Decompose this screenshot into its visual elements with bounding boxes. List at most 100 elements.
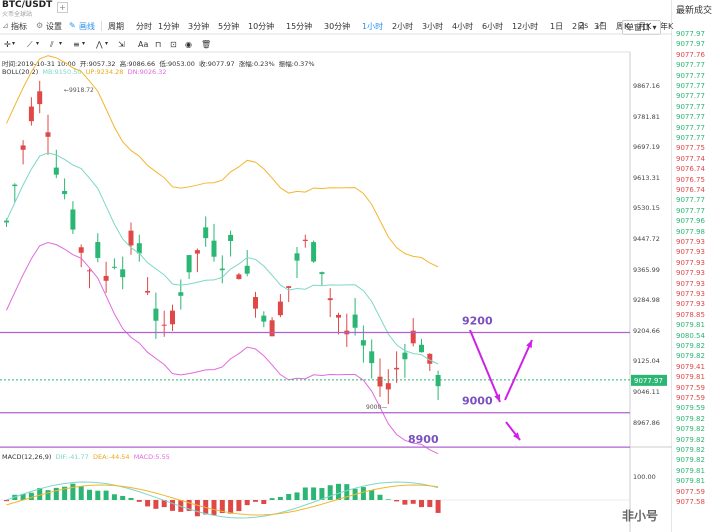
fullscreen-icon[interactable]: ⤢	[596, 21, 604, 31]
current-price-tag	[631, 374, 667, 386]
candle-body	[360, 340, 366, 346]
draw-tools: ✛ ▾ ⟋ ▾ ⫽ ▾ ≡ ▾ ⋀ ▾ ⇲ Aa ⊓ ⊡ ◉ 🗑	[0, 38, 620, 52]
chevron-down-icon[interactable]: ▾	[82, 40, 86, 47]
period-3日[interactable]: 3日	[594, 22, 608, 31]
candle-body	[70, 209, 76, 230]
macd-bar	[170, 500, 175, 511]
candle-body	[286, 286, 292, 288]
period-3分钟[interactable]: 3分钟	[188, 22, 210, 31]
macd-bar	[236, 500, 242, 512]
line-tool-icon[interactable]: ⟋	[27, 40, 33, 49]
candle-body	[186, 255, 192, 273]
exchange-label: 火币全球站	[2, 11, 33, 18]
channel-tool-icon[interactable]: ⫽	[50, 40, 54, 49]
trade-price: 9077.77	[676, 92, 705, 101]
candle-body	[236, 274, 242, 280]
candle-body	[302, 239, 308, 241]
candle-body	[261, 315, 267, 322]
period-5分钟[interactable]: 5分钟	[218, 22, 240, 31]
toolbar: ⊿ 指标 ⚙ 设置 ✎ 画线 周期 分时 1分钟 3分钟 5分钟 10分钟 15分钟 30分…	[0, 18, 674, 34]
period-6小时[interactable]: 6小时	[482, 22, 504, 31]
info-time: 时间:2019-10-31 10:00	[2, 60, 76, 68]
boll-info: BOLL(20,2) MB:9150.50 UP:9234.28 DN:9026…	[2, 68, 167, 76]
chevron-down-icon[interactable]: ▾	[12, 40, 16, 47]
trade-price: 9077.77	[676, 113, 705, 122]
trade-price: 9077.77	[676, 102, 705, 111]
trade-price: 9077.77	[676, 196, 705, 205]
period-年K[interactable]: 年K	[660, 22, 674, 31]
settings-button[interactable]: 设置	[46, 22, 62, 31]
macd-bar	[70, 483, 76, 500]
measure-tool-icon[interactable]: ⇲	[118, 40, 125, 49]
candlestick-chart[interactable]: 9077.97 9200 9000 8900 ←9918.72 9000—	[0, 0, 672, 532]
macd-dif-line	[6, 481, 439, 519]
period-分时[interactable]: 分时	[136, 22, 152, 31]
candle-body	[311, 242, 317, 262]
period-10分钟[interactable]: 10分钟	[248, 22, 275, 31]
period-月K[interactable]: 月K	[638, 22, 652, 31]
trade-price: 9076.74	[676, 165, 705, 174]
period-2小时[interactable]: 2小时	[392, 22, 414, 31]
period-2日[interactable]: 2日	[572, 22, 586, 31]
macd-bar	[4, 500, 9, 502]
macd-bar	[394, 500, 400, 502]
info-change: 涨幅:0.23%	[238, 60, 275, 68]
chevron-down-icon[interactable]: ▾	[36, 40, 40, 47]
pattern-tool-icon[interactable]: ⋀	[96, 40, 103, 49]
macd-bar	[120, 495, 126, 500]
trade-price: 9077.77	[676, 61, 705, 70]
trade-price: 9077.74	[676, 154, 705, 163]
period-1日[interactable]: 1日	[550, 22, 564, 31]
price-axis-label: 9046.11	[633, 388, 660, 396]
macd-bar	[87, 489, 92, 500]
trade-price: 9077.58	[676, 498, 705, 506]
period-1小时[interactable]: 1小时	[362, 22, 384, 31]
fibonacci-tool-icon[interactable]: ≡	[73, 40, 80, 49]
drawing-button[interactable]: 画线	[79, 22, 95, 31]
period-15分钟[interactable]: 15分钟	[286, 22, 313, 31]
period-4小时[interactable]: 4小时	[452, 22, 474, 31]
eye-icon[interactable]: ◉	[185, 40, 192, 49]
candle-body	[211, 240, 217, 257]
macd-dea-line	[6, 484, 439, 516]
level-label-9000: 9000	[462, 395, 493, 408]
candle-body	[194, 250, 200, 254]
forecast-arrow-down-head	[494, 394, 501, 402]
chevron-down-icon[interactable]: ▾	[105, 40, 109, 47]
high-annotation: ←9918.72	[64, 87, 94, 94]
chevron-down-icon[interactable]: ▾	[59, 40, 63, 47]
period-30分钟[interactable]: 30分钟	[324, 22, 351, 31]
trash-icon[interactable]: 🗑	[201, 40, 212, 49]
magnet-icon[interactable]: ⊓	[155, 40, 162, 49]
candle-body	[435, 374, 441, 387]
trade-price: 9077.77	[676, 71, 705, 80]
trade-price: 9077.93	[676, 258, 705, 267]
period-12小时[interactable]: 12小时	[512, 22, 539, 31]
macd-bar	[427, 500, 433, 508]
refresh-interval[interactable]: 2s	[579, 21, 589, 30]
price-axis-label: 9867.16	[633, 82, 660, 90]
indicator-button[interactable]: 指标	[11, 22, 27, 31]
add-tab-button[interactable]: +	[57, 2, 68, 13]
macd-bar	[20, 493, 26, 500]
period-1分钟[interactable]: 1分钟	[158, 22, 180, 31]
crosshair-icon[interactable]: ✛	[4, 40, 11, 49]
candle-body	[277, 301, 283, 316]
period-3小时[interactable]: 3小时	[422, 22, 444, 31]
candle-body	[394, 367, 400, 370]
macd-bar	[136, 500, 142, 502]
price-axis-label: 9125.04	[633, 357, 660, 366]
forecast-arrow-up	[504, 339, 533, 401]
text-tool[interactable]: Aa	[138, 40, 149, 49]
candle-body	[28, 106, 34, 122]
lock-icon[interactable]: ⊡	[170, 40, 177, 49]
macd-bar	[402, 500, 408, 505]
trade-price: 9079.82	[676, 446, 705, 454]
symbol-title: BTC/USDT	[2, 0, 53, 10]
trade-price: 9079.81	[676, 477, 705, 486]
macd-bar	[161, 500, 167, 508]
candle-body	[53, 167, 59, 175]
macd-bar	[294, 492, 300, 500]
trade-price: 9076.74	[676, 186, 705, 194]
candle-body	[219, 268, 225, 271]
